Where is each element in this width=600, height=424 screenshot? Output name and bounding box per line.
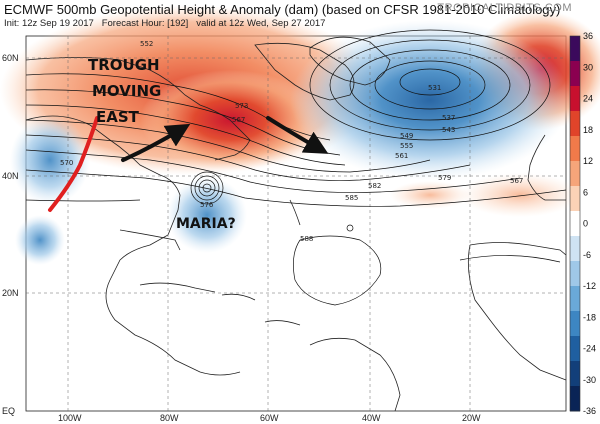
lon-label: 100W [58, 413, 82, 423]
colorbar-swatch [570, 286, 580, 312]
colorbar-tick-label: -30 [583, 375, 596, 385]
colorbar-swatch [570, 186, 580, 212]
colorbar-tick-label: 36 [583, 31, 593, 41]
lat-label: 40N [2, 171, 19, 181]
annotation-trough-line3: EAST [96, 108, 140, 126]
colorbar-tick-label: -6 [583, 250, 591, 260]
colorbar-swatch [570, 136, 580, 162]
contour-label: 555 [400, 142, 413, 150]
contour-label: 537 [442, 114, 455, 122]
movement-arrows [121, 116, 329, 162]
lon-label: 80W [160, 413, 179, 423]
contour-label: 531 [428, 84, 441, 92]
colorbar-swatch [570, 211, 580, 237]
colorbar-swatch [570, 361, 580, 387]
colorbar-tick-label: -24 [583, 344, 596, 354]
init-time: Init: 12z Sep 19 2017 [4, 18, 94, 29]
colorbar-swatch [570, 336, 580, 362]
greenland-outline [309, 36, 391, 86]
lat-label: 60N [2, 53, 19, 63]
lon-label: 20W [462, 413, 481, 423]
colorbar-tick-label: -36 [583, 406, 596, 416]
colorbar-tick-label: 24 [583, 94, 593, 104]
contour-label: 579 [438, 174, 451, 182]
colorbar-frame [569, 35, 581, 412]
lon-labels: 100W 80W 60W 40W 20W [58, 413, 481, 423]
colorbar-tick-label: 12 [583, 156, 593, 166]
contour-label: 543 [442, 126, 455, 134]
colorbar-tick-label: 0 [583, 219, 588, 229]
contour-label: 585 [345, 194, 358, 202]
lon-label: 60W [260, 413, 279, 423]
forecast-hour: Forecast Hour: [192] [101, 18, 189, 29]
colorbar-tick-label: -12 [583, 281, 596, 291]
valid-time: valid at 12z Wed, Sep 27 2017 [196, 18, 326, 29]
colorbar-swatch [570, 261, 580, 287]
colorbar-tick-label: -18 [583, 312, 596, 322]
map-title: ECMWF 500mb Geopotential Height & Anomal… [4, 2, 561, 17]
contour-label: 588 [300, 235, 313, 243]
colorbar-swatch [570, 36, 580, 62]
colorbar-swatch [570, 311, 580, 337]
colorbar-swatch [570, 386, 580, 412]
lat-label: EQ [2, 406, 15, 416]
colorbar-swatch [570, 161, 580, 187]
annotation-trough-line2: MOVING [92, 82, 161, 100]
annotation-trough-line1: TROUGH [88, 56, 160, 74]
contour-label: 582 [368, 182, 381, 190]
height-contours [25, 29, 567, 306]
colorbar-tick-label: 18 [583, 125, 593, 135]
colorbar-tick-label: 6 [583, 187, 588, 197]
colorbar-swatch [570, 61, 580, 87]
lon-label: 40W [362, 413, 381, 423]
colorbar-swatch [570, 86, 580, 112]
contour-labels: 552 531 537 543 549 555 561 567 573 579 … [60, 40, 523, 243]
contour-label: 576 [200, 201, 214, 209]
trough-axis-line [48, 116, 99, 212]
map-subtitle: Init: 12z Sep 19 2017 Forecast Hour: [19… [4, 18, 325, 29]
contour-label: 573 [235, 102, 248, 110]
lat-label: 20N [2, 288, 19, 298]
contour-label: 561 [395, 152, 408, 160]
contour-label: 552 [140, 40, 153, 48]
colorbar-swatch [570, 236, 580, 262]
annotation-storm: MARIA? [176, 216, 236, 232]
contour-label: 567 [510, 177, 523, 185]
contour-label: 570 [60, 159, 73, 167]
lat-labels: 60N 40N 20N EQ [2, 53, 19, 416]
contour-label: 549 [400, 132, 413, 140]
colorbar-swatch [570, 111, 580, 137]
colorbar-tick-label: 30 [583, 62, 593, 72]
brand-watermark: TROPICALTIDBITS.COM [437, 2, 572, 14]
contour-label: 567 [232, 116, 245, 124]
colorbar: 36 30 24 18 12 6 0 -6 -12 -18 -24 -30 -36 [569, 31, 596, 416]
